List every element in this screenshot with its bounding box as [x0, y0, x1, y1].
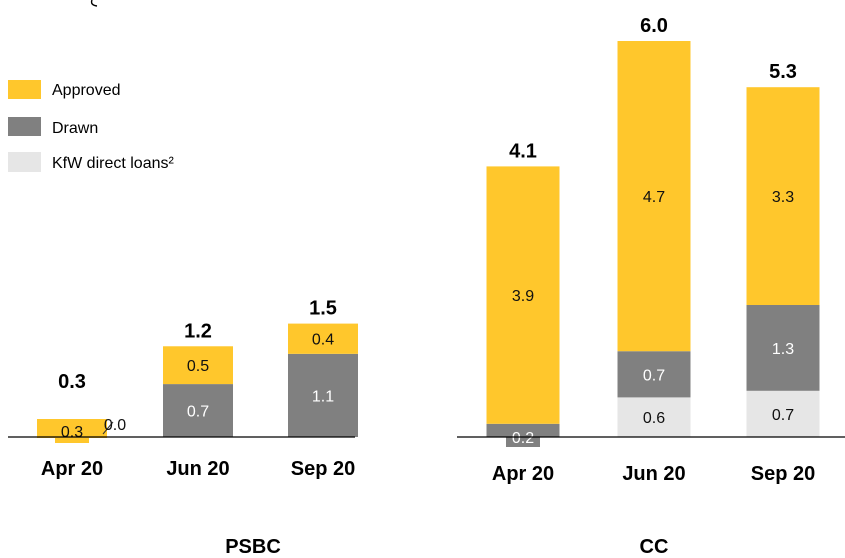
bar-approved-jun-20	[163, 346, 233, 385]
bar-kfw-direct-loans-sep-20	[746, 390, 820, 437]
total-label-apr-20: 4.1	[509, 140, 537, 162]
total-label-sep-20: 1.5	[309, 298, 337, 320]
bar-approved-sep-20	[746, 87, 820, 305]
value-label-approved-sep-20: 0.4	[312, 332, 334, 349]
value-label-drawn-jun-20: 0.7	[187, 404, 209, 421]
total-label-jun-20: 1.2	[184, 320, 212, 342]
value-label-approved-apr-20: 3.9	[512, 288, 534, 305]
x-tick-label-sep-20: Sep 20	[291, 458, 355, 480]
bar-approved-sep-20	[288, 323, 358, 354]
total-label-sep-20: 5.3	[769, 61, 797, 83]
panel-label-cc: CC	[640, 536, 669, 558]
legend-swatch-kfw	[8, 152, 41, 172]
value-label-approved-jun-20: 4.7	[643, 189, 665, 206]
legend-label-approved: Approved	[52, 82, 121, 99]
chart-panel-cc: 0.2 3.9 4.1 Apr 20 0.6 0.7 4.7 6.0 Jun 20 0.7 1.3 3…	[457, 15, 845, 558]
cropped-text-fragment	[90, 0, 98, 7]
legend: Approved Drawn KfW direct loans²	[8, 80, 174, 172]
total-label-jun-20: 6.0	[640, 15, 668, 37]
value-label-kfw-direct-loans-sep-20: 0.7	[772, 407, 794, 424]
legend-label-kfw: KfW direct loans²	[52, 155, 174, 172]
x-tick-label-sep-20: Sep 20	[751, 463, 815, 485]
bar-approved-apr-20	[486, 166, 560, 424]
x-tick-label-jun-20: Jun 20	[166, 458, 229, 480]
label-bg-drawn-apr-20	[506, 425, 540, 447]
x-tick-label-apr-20: Apr 20	[41, 458, 103, 480]
bar-kfw-direct-loans-jun-20	[617, 397, 691, 437]
total-label-apr-20: 0.3	[58, 371, 86, 393]
value-label-drawn-apr-20: 0.0	[104, 417, 126, 434]
bar-drawn-sep-20	[288, 353, 358, 437]
value-label-approved-sep-20: 3.3	[772, 189, 794, 206]
legend-label-drawn: Drawn	[52, 120, 98, 137]
bar-approved-jun-20	[617, 41, 691, 352]
value-label-approved-jun-20: 0.5	[187, 358, 209, 375]
value-label-drawn-sep-20: 1.3	[772, 341, 794, 358]
bar-drawn-sep-20	[746, 305, 820, 391]
legend-swatch-approved	[8, 80, 41, 99]
bar-drawn-jun-20	[617, 351, 691, 398]
bar-drawn-jun-20	[163, 384, 233, 437]
panel-label-psbc: PSBC	[225, 536, 281, 558]
value-label-drawn-apr-20: 0.2	[512, 430, 534, 447]
value-label-drawn-sep-20: 1.1	[312, 388, 334, 405]
value-label-approved-apr-20: 0.3	[61, 424, 83, 441]
leader-line-drawn-apr-20	[102, 421, 114, 435]
legend-swatch-drawn	[8, 117, 41, 136]
x-tick-label-apr-20: Apr 20	[492, 463, 554, 485]
x-tick-label-jun-20: Jun 20	[622, 463, 685, 485]
chart-panel-psbc: 0.0 0.3 0.3 Apr 20 0.7 0.5 1.2 Jun 20 1.1 0.4 1.5 S…	[8, 298, 358, 558]
value-label-kfw-direct-loans-jun-20: 0.6	[643, 410, 665, 427]
value-label-drawn-jun-20: 0.7	[643, 367, 665, 384]
